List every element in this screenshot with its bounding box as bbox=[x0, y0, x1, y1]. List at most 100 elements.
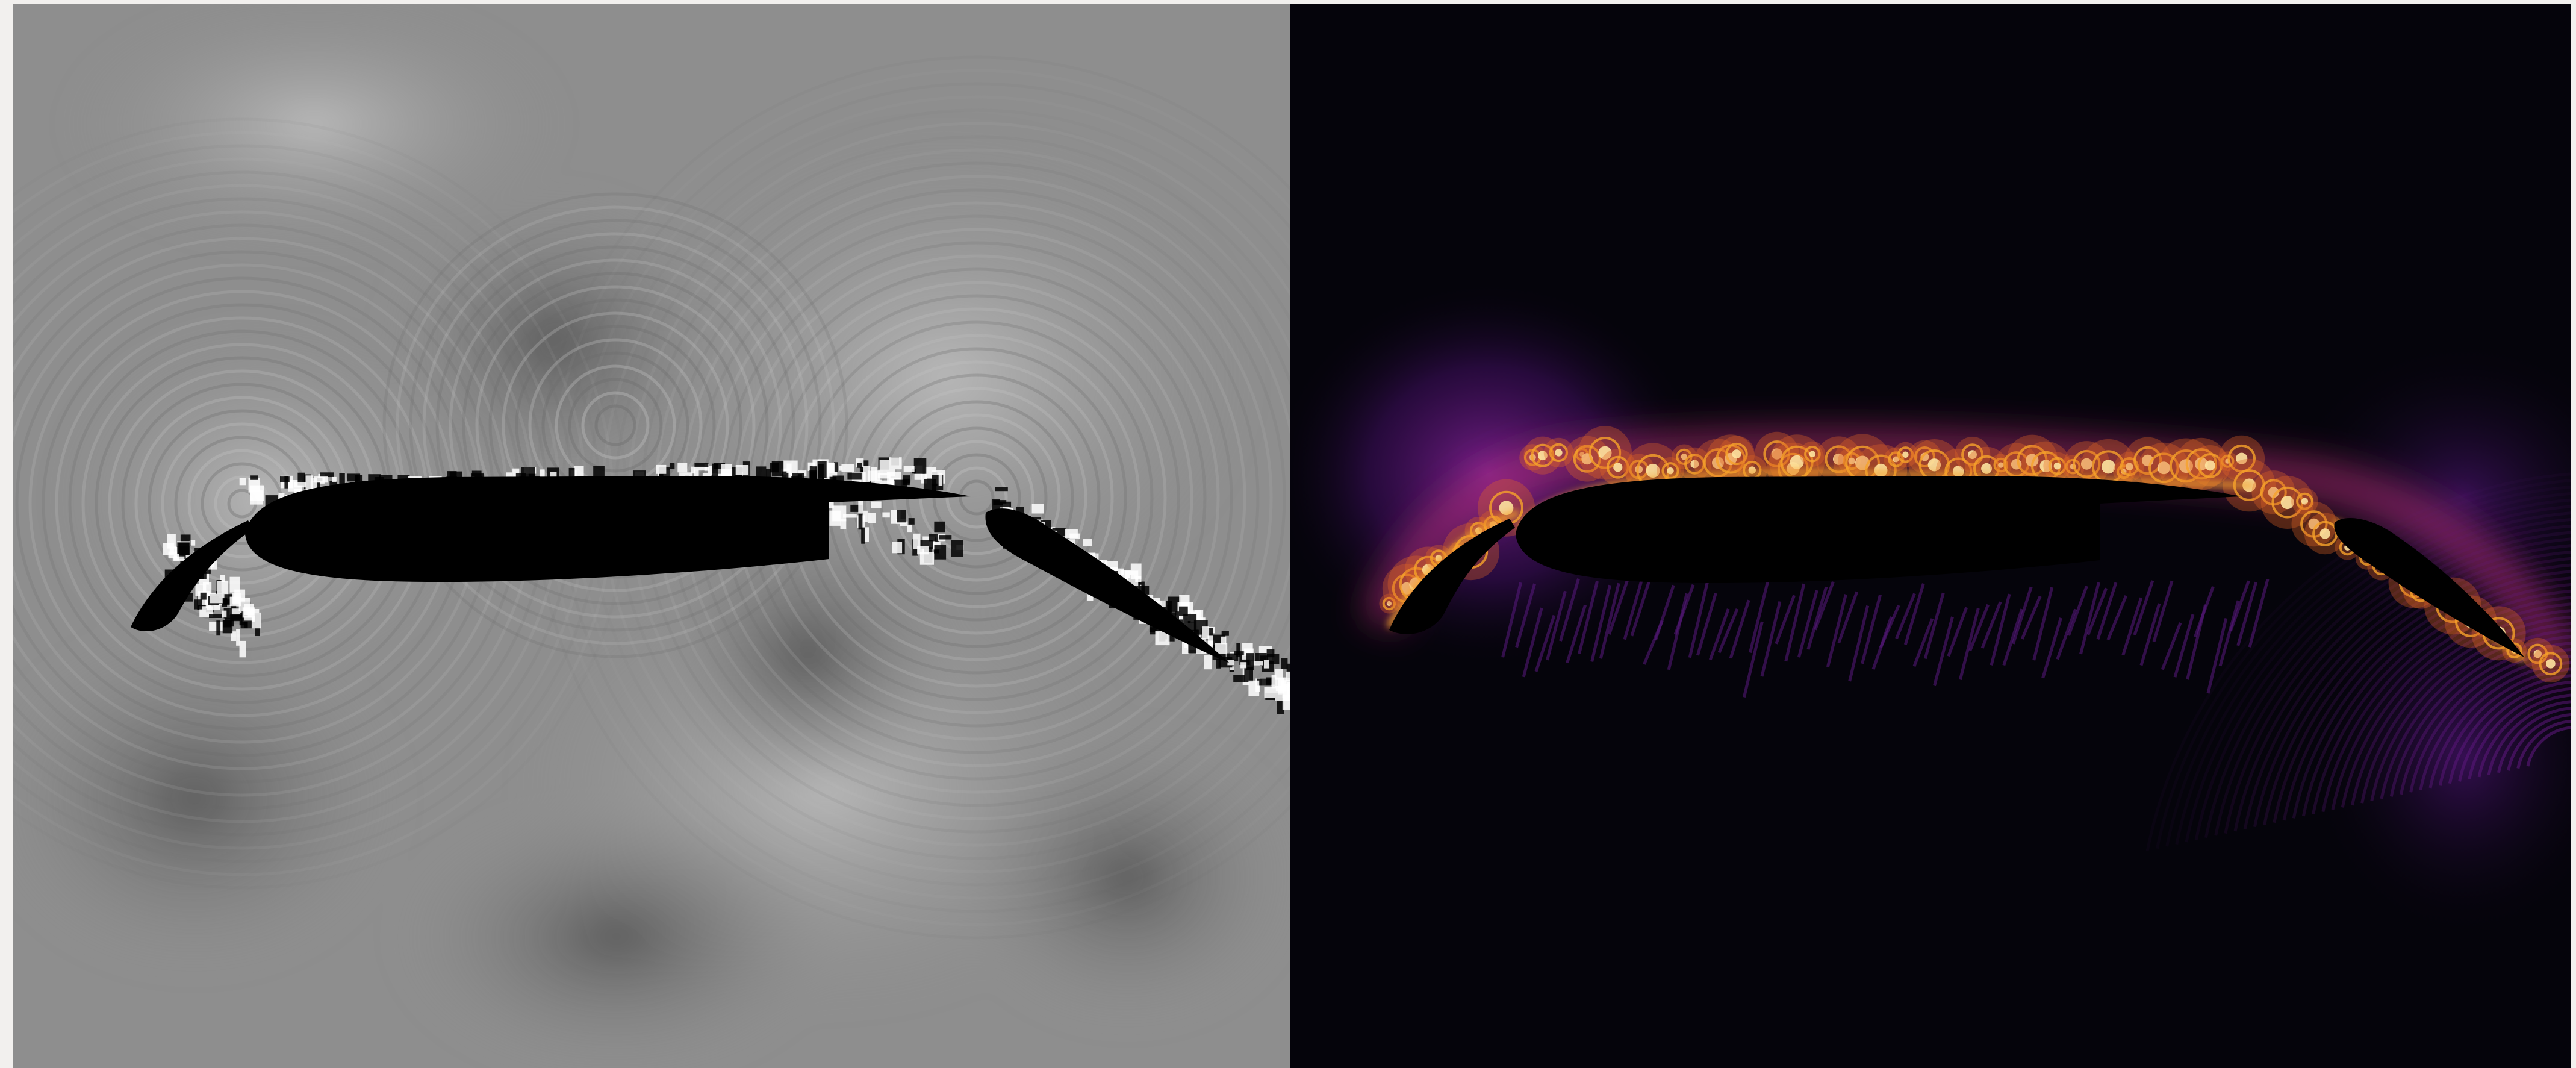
vortex-core bbox=[1809, 451, 1816, 458]
wake-stripe bbox=[1903, 583, 1925, 645]
speckle bbox=[250, 485, 264, 501]
wake-arc bbox=[2273, 557, 2571, 823]
vortex-ring bbox=[1606, 455, 1629, 479]
speckle bbox=[1130, 563, 1142, 579]
speckle bbox=[824, 463, 830, 479]
wake-stripe bbox=[1912, 618, 1934, 667]
wake-arc bbox=[2487, 700, 2571, 775]
wake-stripe bbox=[1848, 605, 1870, 682]
speckle bbox=[220, 575, 225, 582]
vortex-core bbox=[1681, 454, 1688, 460]
vortex-ring bbox=[1725, 442, 1748, 466]
vortex-ring bbox=[2073, 450, 2101, 478]
speckle bbox=[1089, 553, 1099, 560]
wake-arc bbox=[2145, 472, 2571, 851]
speckle bbox=[934, 545, 947, 560]
speckle bbox=[782, 471, 789, 483]
speckle bbox=[540, 469, 545, 478]
speckle bbox=[903, 466, 915, 472]
vortex-core bbox=[2204, 460, 2215, 471]
wake-stripe bbox=[1559, 578, 1580, 642]
speckle bbox=[921, 474, 927, 484]
wake-stripe bbox=[2011, 586, 2033, 645]
vortex-ring bbox=[1382, 596, 1396, 611]
wake-stripe bbox=[2206, 617, 2228, 694]
wake-arc bbox=[2185, 498, 2571, 843]
wake-stripe bbox=[2079, 582, 2100, 655]
speckle bbox=[694, 465, 708, 471]
vortex-ring bbox=[2120, 457, 2139, 476]
speckle bbox=[756, 466, 767, 478]
wake-arc bbox=[2282, 563, 2571, 821]
speckle bbox=[294, 482, 306, 488]
vortex-ring bbox=[1573, 445, 1601, 473]
speckle bbox=[908, 518, 915, 525]
speckle bbox=[1286, 671, 1290, 681]
speckle bbox=[1196, 632, 1203, 640]
speckle bbox=[858, 514, 863, 530]
speckle bbox=[1175, 611, 1179, 623]
wake-arc bbox=[2341, 602, 2571, 808]
speckle bbox=[841, 464, 854, 472]
speckle bbox=[694, 463, 709, 467]
vortex-core bbox=[2268, 487, 2279, 498]
vortex-ring bbox=[2133, 446, 2162, 475]
wake-stripe bbox=[1933, 616, 1954, 687]
wake-stripe bbox=[1990, 593, 2011, 666]
pressure-blobs bbox=[13, 4, 1290, 1068]
vortex-ring bbox=[1531, 443, 1555, 467]
wake-stripe bbox=[1717, 608, 1739, 654]
wake-arc bbox=[2389, 635, 2571, 797]
speckle bbox=[200, 592, 207, 600]
wake-stripe bbox=[1797, 590, 1818, 658]
wake-stripe bbox=[1534, 614, 1556, 672]
wake-stripe bbox=[1673, 584, 1695, 635]
speckle bbox=[786, 463, 792, 473]
wake-arc bbox=[2224, 524, 2571, 834]
speckle bbox=[1179, 606, 1188, 616]
wake-stripe bbox=[1522, 607, 1543, 678]
vortex-core bbox=[2080, 458, 2092, 470]
wave-ring bbox=[422, 232, 809, 619]
wake-stripe bbox=[2106, 595, 2128, 641]
speckle bbox=[704, 464, 709, 471]
wake-stripe bbox=[1968, 604, 1990, 652]
speckle bbox=[222, 610, 227, 618]
right-panel-vorticity-field bbox=[1290, 4, 2571, 1068]
speckle bbox=[1065, 529, 1078, 538]
speckle bbox=[194, 599, 202, 610]
speckle bbox=[1221, 631, 1229, 636]
speckle bbox=[1264, 687, 1275, 698]
speckle bbox=[568, 467, 575, 477]
wake-arc bbox=[2155, 479, 2571, 849]
vortex-core bbox=[1981, 463, 1993, 474]
speckle bbox=[1257, 678, 1271, 686]
vortex-ring bbox=[2117, 464, 2132, 479]
speckle bbox=[694, 469, 699, 481]
vortex-ring bbox=[2197, 453, 2223, 478]
speckle bbox=[871, 501, 882, 508]
speckle bbox=[919, 552, 934, 565]
vortex-core bbox=[1538, 451, 1548, 461]
speckle bbox=[677, 463, 688, 473]
shear-layer-glow bbox=[1360, 427, 2571, 675]
wake-stripe bbox=[1546, 590, 1567, 661]
speckle bbox=[1227, 653, 1239, 661]
airfoil-geometry-left bbox=[131, 476, 1230, 663]
wake-arc bbox=[2263, 550, 2571, 825]
vortex-ring bbox=[2221, 454, 2235, 468]
wake-stripe bbox=[2002, 608, 2024, 666]
speckle bbox=[1215, 643, 1228, 654]
speckle bbox=[216, 620, 221, 636]
speckle bbox=[593, 466, 605, 479]
wake-stripe bbox=[1501, 582, 1522, 658]
speckle bbox=[1246, 653, 1254, 670]
speckle bbox=[238, 598, 250, 611]
speckle bbox=[223, 619, 231, 628]
speckle bbox=[735, 465, 749, 475]
speckle bbox=[1266, 649, 1275, 658]
wake-stripe bbox=[1742, 621, 1764, 698]
wake-arc bbox=[2477, 693, 2571, 778]
speckle bbox=[712, 463, 718, 480]
speckle bbox=[207, 605, 220, 610]
